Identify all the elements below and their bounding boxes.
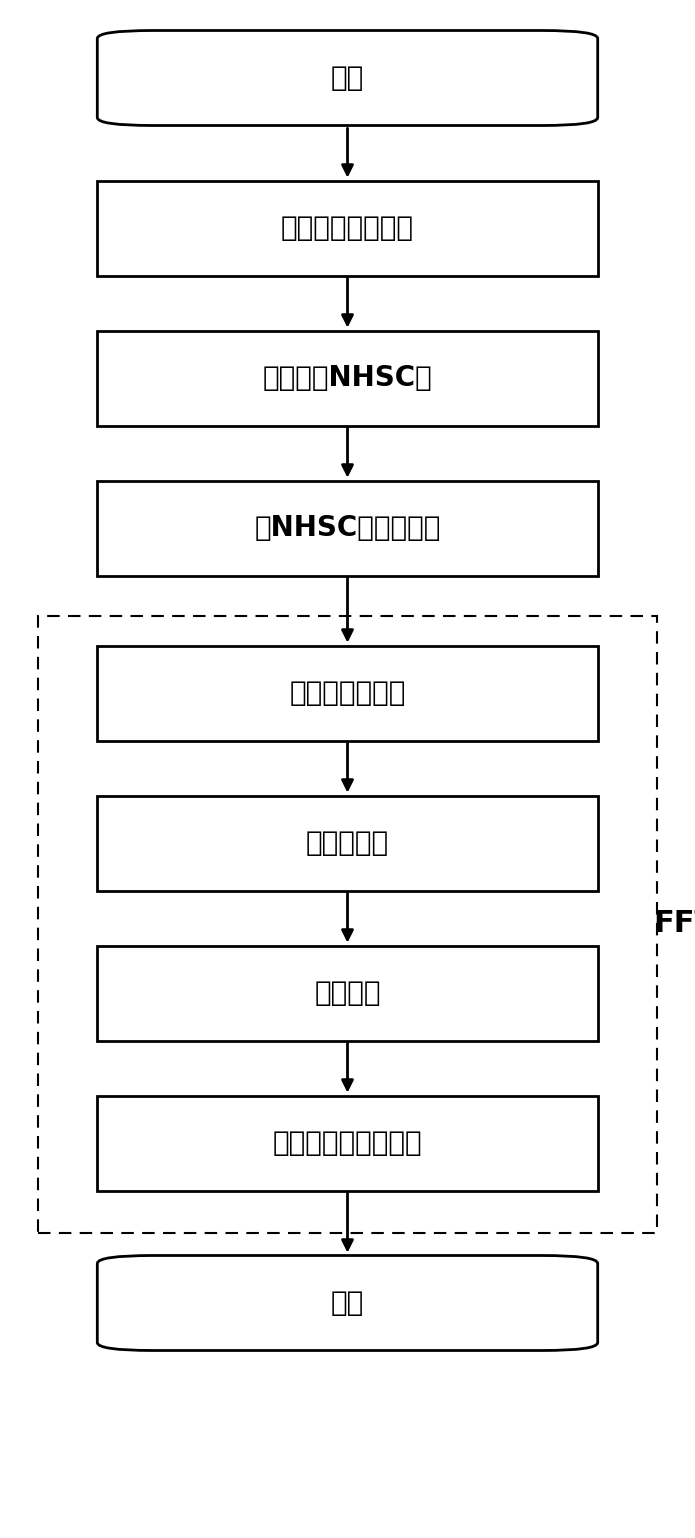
Bar — [97, 646, 598, 740]
Text: FFT: FFT — [653, 909, 695, 938]
Bar — [38, 617, 657, 1233]
Text: 对NHSC窗函数插值: 对NHSC窗函数插值 — [254, 514, 441, 541]
Text: 将数据变为复数: 将数据变为复数 — [289, 678, 406, 707]
Bar — [97, 1095, 598, 1190]
Bar — [97, 180, 598, 275]
Text: 位倒序运算: 位倒序运算 — [306, 829, 389, 857]
Bar — [97, 331, 598, 426]
FancyBboxPatch shape — [97, 1255, 598, 1350]
Text: 合成蝶形运算系数: 合成蝶形运算系数 — [281, 214, 414, 241]
Bar — [97, 795, 598, 891]
Bar — [97, 480, 598, 575]
Bar — [97, 946, 598, 1041]
Text: 开始: 开始 — [331, 65, 364, 92]
Text: 求幅值、相位、频率: 求幅值、相位、频率 — [272, 1129, 423, 1157]
Text: 蝶形运算: 蝶形运算 — [314, 980, 381, 1007]
FancyBboxPatch shape — [97, 31, 598, 126]
Text: 结束: 结束 — [331, 1289, 364, 1317]
Text: 对信号加NHSC窗: 对信号加NHSC窗 — [263, 365, 432, 392]
